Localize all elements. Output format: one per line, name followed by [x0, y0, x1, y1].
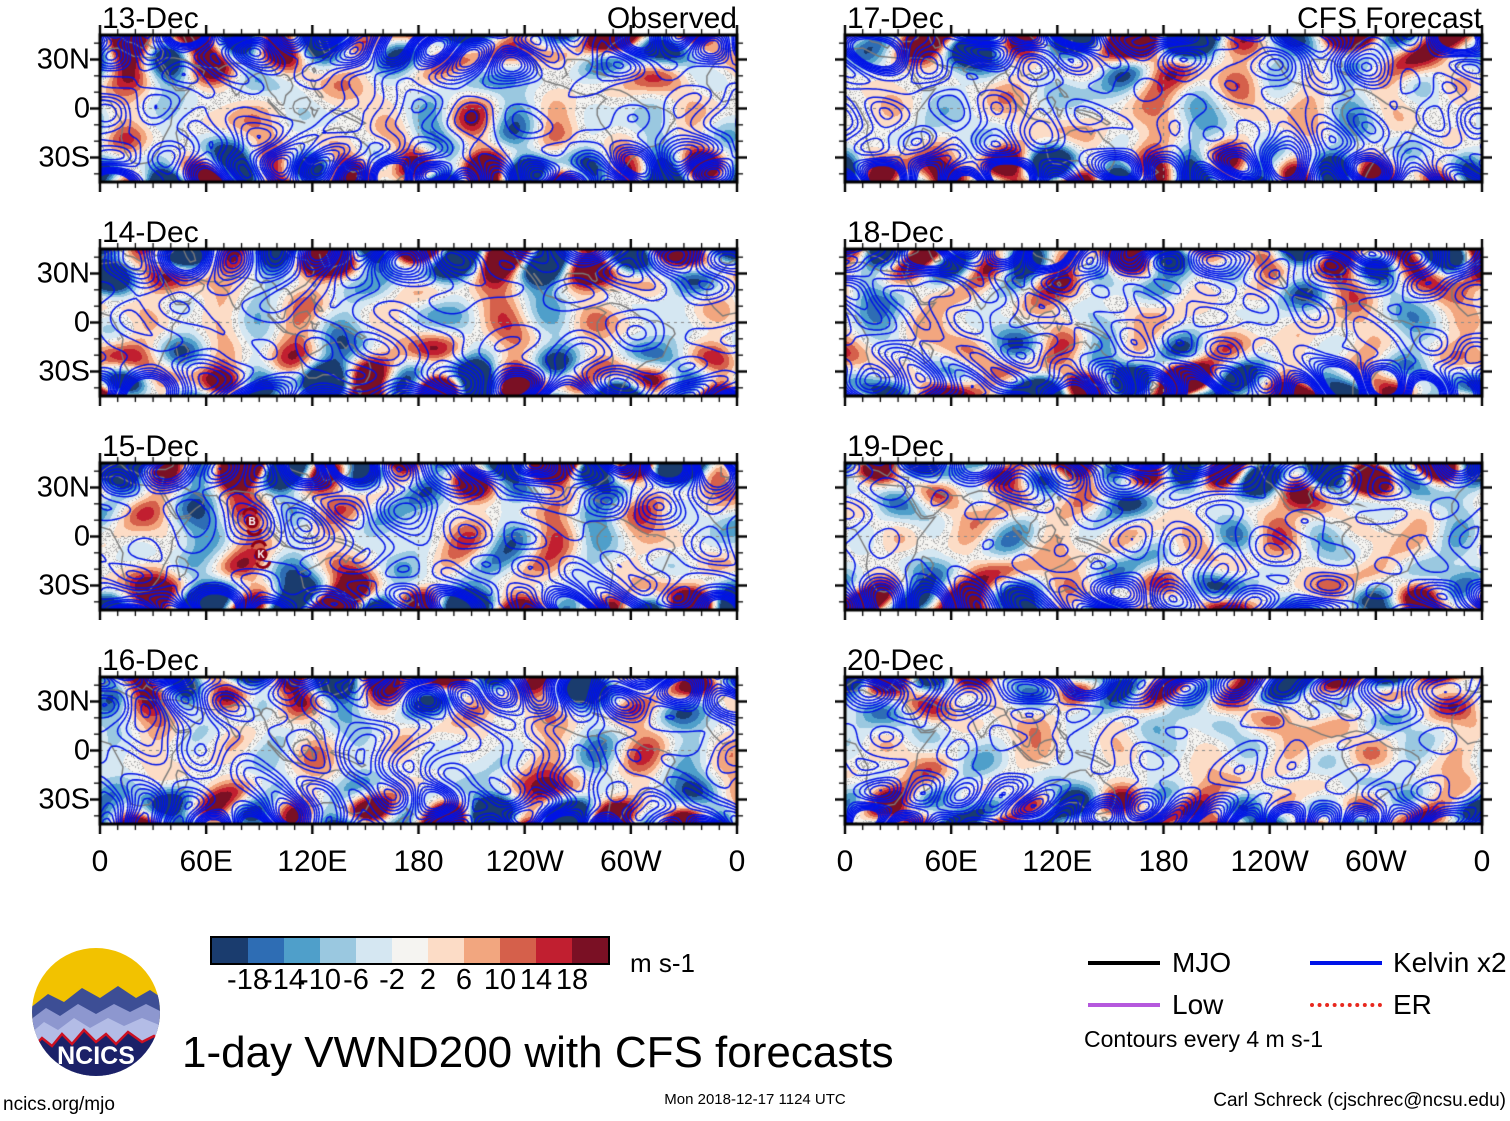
legend-line-mjo	[1088, 961, 1160, 965]
colorbar-cell	[320, 938, 356, 963]
footer-url: ncics.org/mjo	[3, 1094, 115, 1115]
footer-credit: Carl Schreck (cjschrec@ncsu.edu)	[1213, 1090, 1506, 1111]
colorbar-tick-label: -6	[343, 964, 369, 996]
colorbar-cell	[572, 938, 608, 963]
logo-text: NCICS	[57, 1042, 135, 1070]
colorbar-tick-label: -14	[263, 964, 305, 996]
colorbar-tick-label: 10	[483, 964, 517, 996]
x-axis-label: 60E	[179, 845, 233, 878]
colorbar	[210, 936, 610, 965]
legend-label-er: ER	[1393, 989, 1432, 1020]
logo-mountain-front	[32, 1028, 160, 1076]
x-axis-label: 0	[91, 845, 109, 878]
colorbar-cell	[212, 938, 248, 963]
x-axis-label: 60E	[924, 845, 978, 878]
x-axis-label: 120E	[277, 845, 348, 878]
legend-line-low	[1088, 1003, 1160, 1007]
x-axis-label: 180	[393, 845, 444, 878]
colorbar-units-label: m s-1	[630, 948, 695, 978]
panel-map-16-dec	[90, 667, 747, 834]
y-axis-label: 0	[73, 734, 90, 766]
legend-label-low: Low	[1172, 989, 1224, 1020]
colorbar-tick-label: 18	[555, 964, 589, 996]
legend-line-kelvin	[1310, 961, 1382, 965]
x-axis-label: 120W	[1230, 845, 1309, 878]
panel-corner-label: CFS Forecast	[1296, 2, 1482, 35]
panel-map-17-dec	[835, 25, 1492, 192]
panel-map-13-dec	[90, 25, 747, 192]
ncics-logo: NCICS	[32, 948, 160, 1076]
panel-date-label: 19-Dec	[847, 430, 944, 463]
x-axis-label: 180	[1138, 845, 1189, 878]
colorbar-cell	[248, 938, 284, 963]
x-axis-label: 0	[1473, 845, 1491, 878]
y-axis-label: 30N	[36, 43, 90, 75]
x-axis-label: 60W	[1344, 845, 1407, 878]
legend-line-er	[1310, 1003, 1382, 1007]
legend-label-mjo: MJO	[1172, 947, 1232, 978]
panel-map-15-dec	[90, 453, 747, 620]
colorbar-tick-label: 6	[455, 964, 473, 996]
colorbar-cell	[536, 938, 572, 963]
panel-map-18-dec	[835, 239, 1492, 406]
panel-map-20-dec	[835, 667, 1492, 834]
legend-label-kelvin: Kelvin x2	[1393, 947, 1507, 978]
colorbar-tick-label: 2	[419, 964, 437, 996]
panel-date-label: 20-Dec	[847, 644, 944, 677]
y-axis-label: 0	[73, 306, 90, 338]
colorbar-tick-label: 14	[519, 964, 553, 996]
panel-date-label: 14-Dec	[102, 216, 199, 249]
y-axis-label: 30S	[38, 783, 90, 815]
x-axis-label: 120W	[485, 845, 564, 878]
panel-map-14-dec	[90, 239, 747, 406]
figure-title: 1-day VWND200 with CFS forecasts	[182, 1028, 894, 1077]
panel-date-label: 18-Dec	[847, 216, 944, 249]
colorbar-cell	[356, 938, 392, 963]
y-axis-label: 0	[73, 92, 90, 124]
x-axis-label: 0	[836, 845, 854, 878]
panel-date-label: 17-Dec	[847, 2, 944, 35]
colorbar-cell	[428, 938, 464, 963]
colorbar-tick-label: -18	[227, 964, 269, 996]
y-axis-label: 30S	[38, 569, 90, 601]
x-axis-label: 0	[728, 845, 746, 878]
panel-corner-label: Observed	[606, 2, 737, 35]
x-axis-label: 120E	[1022, 845, 1093, 878]
colorbar-cell	[392, 938, 428, 963]
colorbar-cell	[500, 938, 536, 963]
y-axis-label: 30N	[36, 471, 90, 503]
legend-note: Contours every 4 m s-1	[1084, 1026, 1324, 1052]
y-axis-label: 0	[73, 520, 90, 552]
panel-date-label: 15-Dec	[102, 430, 199, 463]
y-axis-label: 30S	[38, 355, 90, 387]
y-axis-label: 30N	[36, 685, 90, 717]
y-axis-label: 30N	[36, 257, 90, 289]
y-axis-label: 30S	[38, 141, 90, 173]
panel-map-19-dec	[835, 453, 1492, 620]
panel-date-label: 13-Dec	[102, 2, 199, 35]
colorbar-cell	[284, 938, 320, 963]
colorbar-tick-label: -10	[299, 964, 341, 996]
colorbar-tick-label: -2	[379, 964, 405, 996]
x-axis-label: 60W	[599, 845, 662, 878]
panel-date-label: 16-Dec	[102, 644, 199, 677]
footer-timestamp: Mon 2018-12-17 1124 UTC	[664, 1091, 846, 1108]
colorbar-cell	[464, 938, 500, 963]
